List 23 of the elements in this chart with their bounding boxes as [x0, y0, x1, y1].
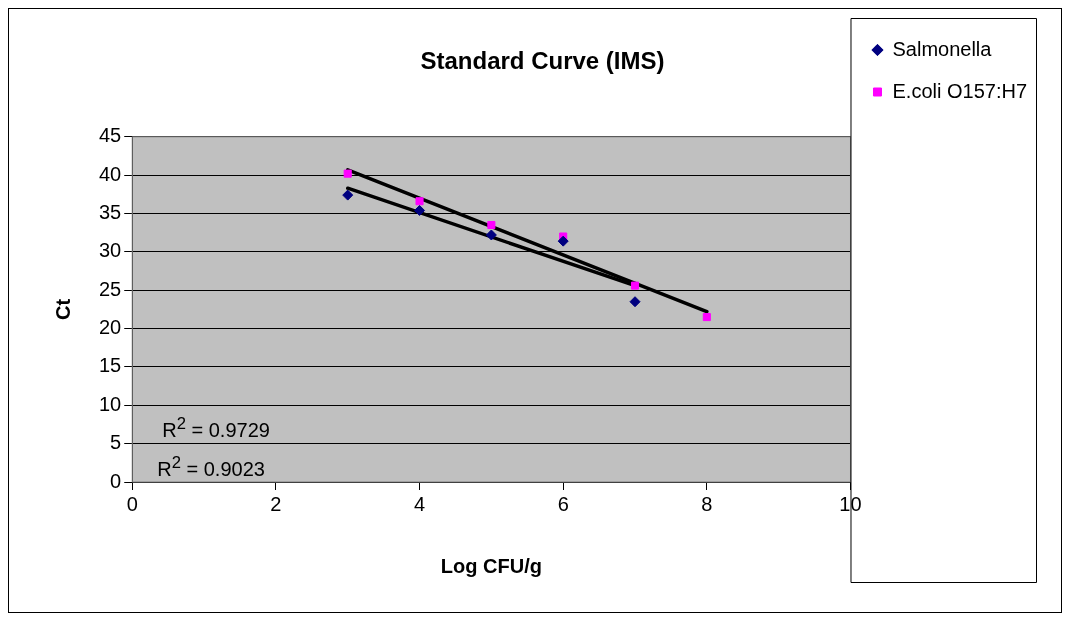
x-tick-label: 8 [701, 492, 713, 515]
x-axis-title: Log CFU/g [440, 554, 542, 577]
y-tick-label: 15 [99, 354, 122, 377]
x-tick-label: 2 [270, 492, 282, 515]
legend-label: Salmonella [892, 37, 993, 60]
y-tick-label: 35 [99, 201, 122, 224]
x-tick-label: 6 [557, 492, 569, 515]
x-tick-label: 0 [126, 492, 138, 515]
y-tick-label: 25 [99, 277, 122, 300]
y-tick-label: 40 [99, 162, 122, 185]
y-tick-label: 5 [110, 431, 122, 454]
y-tick-label: 0 [110, 469, 122, 492]
y-tick-label: 10 [99, 392, 122, 415]
annotation: R$^{2}$ = 0.9023 [157, 446, 265, 480]
chart-title: Standard Curve (IMS) [420, 47, 665, 75]
x-tick-label: 10 [839, 492, 862, 515]
y-tick-label: 20 [99, 316, 122, 339]
y-axis-title: Ct [51, 298, 74, 320]
x-tick-label: 4 [413, 492, 426, 515]
y-tick-label: 30 [99, 239, 122, 262]
legend-label: E.coli O157:H7 [892, 79, 1027, 102]
y-tick-label: 45 [99, 124, 122, 147]
annotation: R$^{2}$ = 0.9729 [162, 408, 270, 441]
